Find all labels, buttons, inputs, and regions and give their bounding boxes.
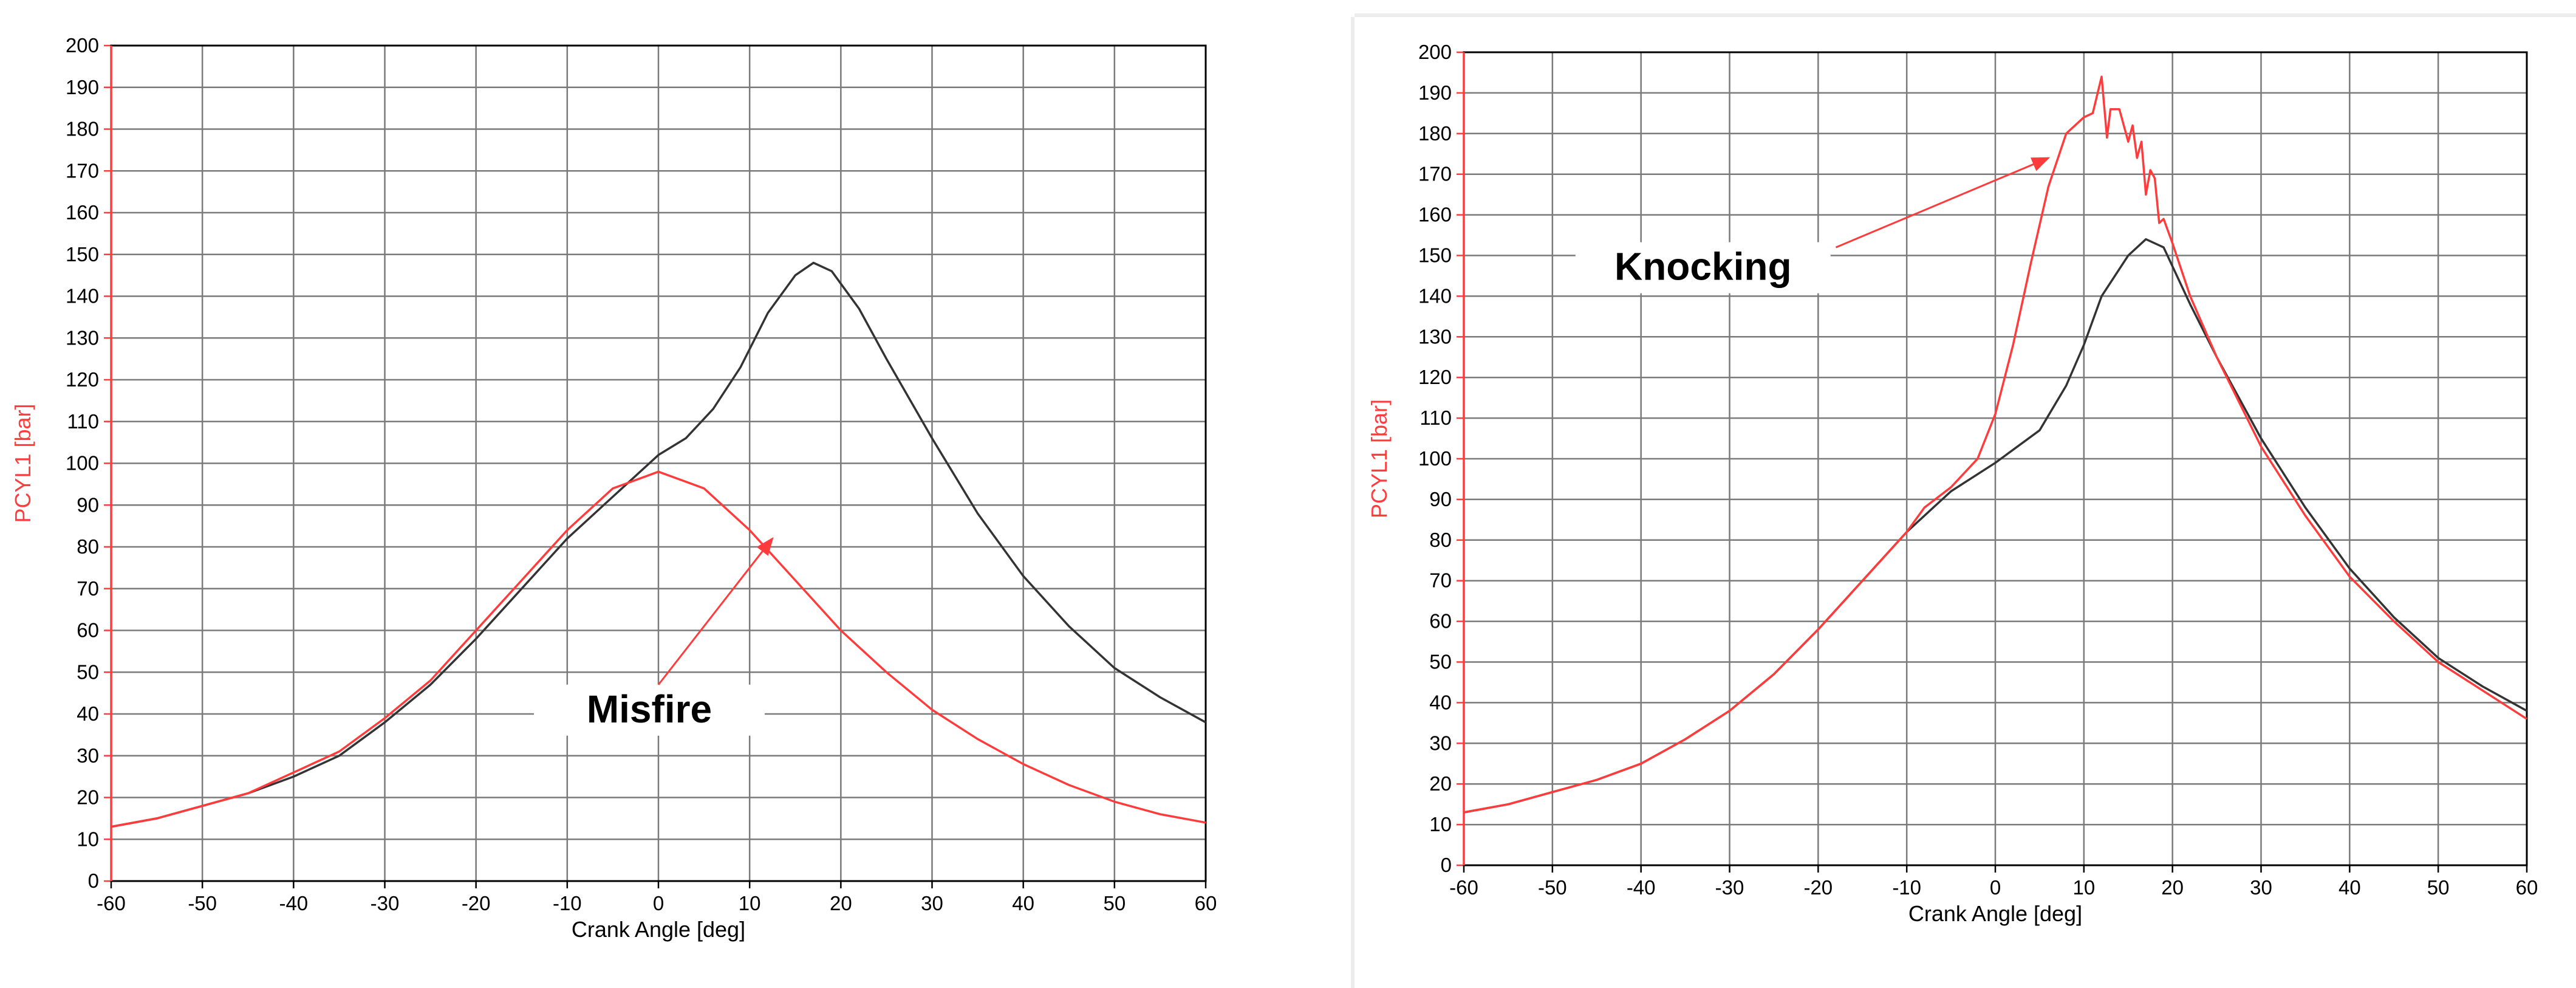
chart1-y-tick-label: 120 <box>66 368 99 391</box>
chart1-y-tick-label: 140 <box>66 285 99 307</box>
chart2-x-tick-label: 10 <box>2072 876 2095 899</box>
chart1-series-black-line <box>111 261 1206 828</box>
chart1-series-red-line <box>111 470 1206 828</box>
chart1-x-tick-label: -20 <box>462 892 491 914</box>
chart2-x-tick-label: 0 <box>1990 876 2001 899</box>
chart1-y-tick-label: 30 <box>77 744 99 767</box>
chart2-x-tick-label: -60 <box>1449 876 1478 899</box>
chart1-annotation-label: Misfire <box>587 687 712 731</box>
chart2-annotation-arrow <box>1835 157 2051 249</box>
chart2-x-tick-label: -20 <box>1803 876 1833 899</box>
chart2-y-tick-label: 50 <box>1429 651 1452 673</box>
chart2-y-tick-label: 90 <box>1429 488 1452 510</box>
chart1-y-tick-label: 20 <box>77 786 99 809</box>
chart1-x-tick-label: 0 <box>653 892 664 914</box>
chart1-y-tick-label: 70 <box>77 577 99 600</box>
chart1-y-tick-label: 180 <box>66 118 99 140</box>
chart2-y-tick-label: 60 <box>1429 610 1452 633</box>
chart1-x-tick-label: 50 <box>1103 892 1126 914</box>
chart1-y-tick-label: 170 <box>66 159 99 182</box>
chart1-x-tick-label: 10 <box>739 892 761 914</box>
chart2-y-tick-label: 40 <box>1429 691 1452 713</box>
chart1-y-tick-label: 60 <box>77 619 99 642</box>
chart2-x-tick-label: -40 <box>1627 876 1656 899</box>
chart1-y-tick-label: 150 <box>66 243 99 266</box>
chart1-y-tick-label: 160 <box>66 201 99 224</box>
chart2-y-tick-label: 180 <box>1418 122 1452 145</box>
chart2-x-axis-title: Crank Angle [deg] <box>1908 901 2082 926</box>
chart1-x-tick-label: 30 <box>921 892 943 914</box>
chart1-x-tick-label: -60 <box>97 892 126 914</box>
chart2-y-tick-label: 170 <box>1418 163 1452 185</box>
chart1-y-tick-label: 80 <box>77 535 99 558</box>
chart2-y-tick-label: 200 <box>1418 41 1452 63</box>
chart2-y-tick-label: 110 <box>1420 407 1452 429</box>
chart1-y-tick-label: 10 <box>77 828 99 850</box>
chart2-y-tick-label: 10 <box>1429 813 1452 835</box>
chart1-x-tick-label: 20 <box>830 892 852 914</box>
chart2-y-tick-label: 190 <box>1418 81 1452 104</box>
chart1-y-tick-label: 50 <box>77 660 99 683</box>
chart2-annotation-background <box>1575 242 1831 293</box>
chart2-x-tick-label: -50 <box>1538 876 1567 899</box>
chart2-y-tick-label: 100 <box>1418 447 1452 470</box>
chart1-y-tick-label: 40 <box>77 702 99 725</box>
chart2-annotation-label: Knocking <box>1614 245 1792 289</box>
chart1-y-tick-label: 200 <box>66 34 99 57</box>
chart2-series-red-line <box>1463 75 2527 814</box>
chart1-annotation-arrow <box>657 537 774 685</box>
chart1-y-tick-label: 130 <box>66 326 99 349</box>
chart1-y-tick-label: 90 <box>77 493 99 516</box>
chart2-y-tick-label: 70 <box>1429 569 1452 592</box>
chart2-y-tick-label: 140 <box>1418 284 1452 307</box>
chart1-x-tick-label: 60 <box>1195 892 1217 914</box>
chart2-y-tick-label: 80 <box>1429 529 1452 551</box>
chart2-y-tick-label: 120 <box>1418 366 1452 388</box>
chart2-y-axis-title: PCYL1 [bar] <box>1367 399 1392 518</box>
chart1-x-tick-label: -30 <box>371 892 400 914</box>
chart1-y-axis-title: PCYL1 [bar] <box>10 403 35 523</box>
chart1-x-tick-label: -10 <box>553 892 582 914</box>
chart2-y-tick-label: 0 <box>1441 854 1452 876</box>
chart2-x-tick-label: 20 <box>2161 876 2184 899</box>
chart2-x-tick-label: -30 <box>1715 876 1744 899</box>
chart1-annotation-background <box>533 684 765 736</box>
chart2-x-tick-label: 30 <box>2250 876 2272 899</box>
right-panel-background <box>1355 17 2576 988</box>
chart1-y-tick-label: 0 <box>88 870 99 892</box>
chart1-y-tick-label: 110 <box>67 410 99 433</box>
chart2-x-tick-label: 60 <box>2516 876 2538 899</box>
chart2-y-tick-label: 30 <box>1429 732 1452 754</box>
chart1-x-tick-label: 40 <box>1012 892 1034 914</box>
chart2-y-tick-label: 150 <box>1418 244 1452 267</box>
chart2-x-tick-label: -10 <box>1892 876 1921 899</box>
chart1-x-axis-title: Crank Angle [deg] <box>572 917 745 942</box>
chart1-y-tick-label: 190 <box>66 76 99 98</box>
chart2-y-tick-label: 20 <box>1429 772 1452 795</box>
chart2-y-tick-label: 130 <box>1418 325 1452 348</box>
chart2-x-tick-label: 50 <box>2427 876 2450 899</box>
chart2-y-tick-label: 160 <box>1418 204 1452 226</box>
chart1-y-tick-label: 100 <box>66 452 99 475</box>
chart1-x-tick-label: -50 <box>188 892 217 914</box>
chart2-x-tick-label: 40 <box>2339 876 2361 899</box>
chart1-x-tick-label: -40 <box>279 892 308 914</box>
